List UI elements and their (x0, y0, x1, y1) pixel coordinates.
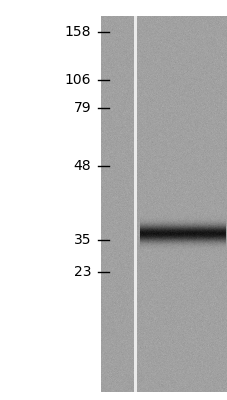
Text: 35: 35 (73, 233, 91, 247)
Text: 48: 48 (73, 159, 91, 173)
Text: 79: 79 (73, 101, 91, 115)
Text: 158: 158 (64, 25, 91, 39)
Text: 23: 23 (73, 265, 91, 279)
Text: 106: 106 (64, 73, 91, 87)
